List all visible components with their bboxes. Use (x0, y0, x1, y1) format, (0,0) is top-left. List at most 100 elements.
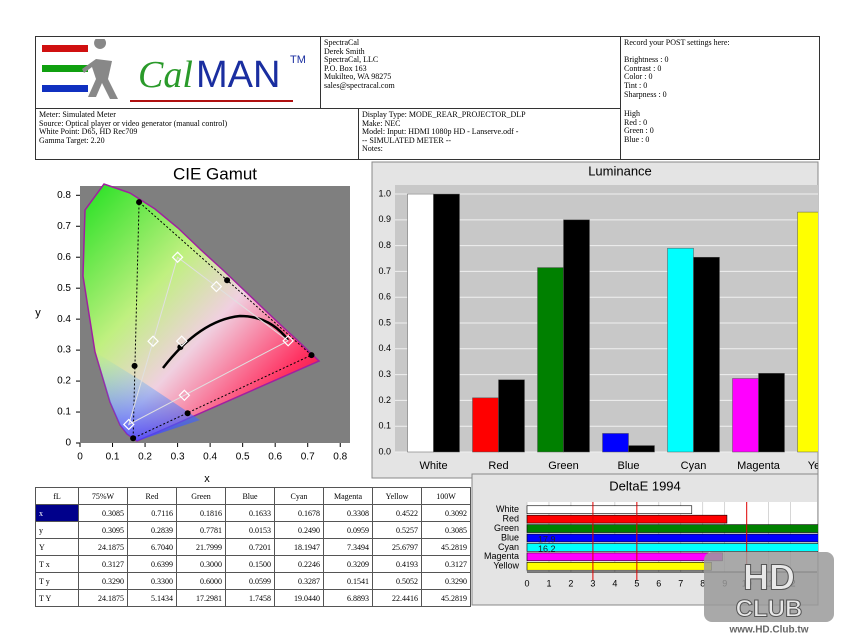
bar (526, 505, 693, 514)
table-cell: 0.1816 (176, 504, 226, 522)
y-tick-label: 0.7 (378, 266, 391, 276)
x-tick-label: Red (488, 460, 508, 472)
target-point (171, 251, 184, 264)
x-tick-label: 7 (678, 578, 683, 588)
measured-point (224, 277, 231, 284)
table-row: T Y 24.1875 5.1434 17.2981 1.7458 19.0440 6.88… (35, 589, 471, 607)
table-cell: 1.7458 (225, 589, 275, 607)
table-row: Y 24.1875 6.7040 21.7999 0.7201 18.1947 7.3494… (35, 538, 471, 556)
measured-point (131, 362, 138, 369)
gamut-triangle (127, 256, 289, 426)
table-cell: 0.3300 (127, 572, 177, 590)
x-tick-label: 0.3 (171, 452, 185, 463)
table-cell: 0.7201 (225, 538, 275, 556)
table-cell: 22.4416 (372, 589, 422, 607)
x-tick-label: Green (548, 460, 579, 472)
table-cell: 0.4522 (372, 504, 422, 522)
table-cell: 0.7781 (176, 521, 226, 539)
bar (667, 247, 694, 453)
table-cell: 0.3290 (421, 572, 471, 590)
bar (498, 379, 525, 453)
meter-line: Meter: Simulated Meter (39, 110, 116, 119)
post-line: Tint : 0 (624, 80, 648, 90)
contact-line: SpectraCal (324, 38, 360, 47)
y-tick-label: 0.5 (57, 283, 71, 294)
x-tick-label: 0 (524, 578, 529, 588)
y-tick-label: White (496, 504, 519, 514)
contact-line: Mukilteo, WA 98275 (324, 72, 392, 82)
table-cell: 0.3095 (78, 521, 128, 539)
x-tick-label: Magenta (737, 460, 781, 472)
gamut-triangle (132, 200, 312, 440)
y-tick-label: 0 (65, 438, 71, 449)
table-cell: 0.4193 (372, 555, 422, 573)
meter-line: White Point: D65, HD Rec709 (39, 127, 138, 137)
table-cell: 0.0599 (225, 572, 275, 590)
y-tick-label: 0.4 (378, 343, 391, 353)
header-cell: Blue (225, 487, 275, 505)
bar (433, 193, 460, 453)
y-tick-label: 0.4 (57, 314, 71, 325)
table-cell: 0.5052 (372, 572, 422, 590)
post-box: Record your POST settings here: Brightnes… (620, 36, 820, 109)
table-cell: 5.1434 (127, 589, 177, 607)
logo-bar (42, 85, 88, 92)
bar (537, 267, 564, 453)
target-point (178, 389, 191, 402)
y-axis-label: y (35, 307, 41, 319)
y-tick-label: 0.1 (378, 421, 391, 431)
table-header-row: fL 75%W Red Green Blue Cyan Magenta Yellow 100W (35, 487, 471, 505)
logo-cal: Cal (138, 54, 193, 96)
table-cell: 0.6399 (127, 555, 177, 573)
table-cell: 0.2490 (274, 521, 324, 539)
table-cell: T x (35, 555, 79, 573)
measured-point (184, 410, 191, 417)
high-line: Blue : 0 (624, 134, 650, 144)
measured-point (136, 199, 143, 206)
high-line: High (624, 109, 640, 118)
table-cell: 0.3290 (78, 572, 128, 590)
header-cell: 100W (421, 487, 471, 505)
x-tick-label: 2 (568, 578, 573, 588)
meter-line: Gamma Target: 2.20 (39, 135, 105, 145)
table-cell: 19.0440 (274, 589, 324, 607)
bar (472, 397, 499, 453)
table-cell: 0.3308 (323, 504, 373, 522)
table-cell: 25.6797 (372, 538, 422, 556)
bar (693, 256, 720, 453)
table-cell: 0.6000 (176, 572, 226, 590)
meter-box: Meter: Simulated Meter Source: Optical pl… (35, 108, 359, 160)
y-tick-label: Green (494, 523, 519, 533)
table-cell: 6.7040 (127, 538, 177, 556)
table-cell: 0.1500 (225, 555, 275, 573)
table-cell: 0.1633 (225, 504, 275, 522)
bar (628, 445, 655, 453)
y-tick-label: 0.3 (57, 345, 71, 356)
x-tick-label: 8 (700, 578, 705, 588)
chart-title: DeltaE 1994 (609, 478, 681, 493)
watermark-bottom: CLUB (736, 595, 803, 622)
x-tick-label: 5 (634, 578, 639, 588)
x-tick-label: White (419, 460, 447, 472)
header-cell: Green (176, 487, 226, 505)
table-cell: 0.2839 (127, 521, 177, 539)
x-tick-label: 3 (590, 578, 595, 588)
y-tick-label: Yellow (493, 561, 519, 571)
bar (526, 543, 818, 552)
contact-line: Derek Smith (324, 46, 365, 56)
logo-tm: TM (290, 54, 306, 66)
table-cell: 18.1947 (274, 538, 324, 556)
bar (758, 373, 785, 453)
display-line: Model: Input: HDMI 1080p HD - Lanserve.o… (362, 127, 519, 137)
table-cell: Y (35, 538, 79, 556)
header-cell: Magenta (323, 487, 373, 505)
bar (526, 524, 818, 533)
contact-box: SpectraCal Derek Smith SpectraCal, LLC P.O.… (320, 36, 621, 109)
chart-title: Luminance (588, 163, 652, 178)
table-cell: 21.7999 (176, 538, 226, 556)
y-tick-label: 0.9 (378, 214, 391, 224)
logo-box: Cal MAN TM (35, 36, 321, 109)
post-line: Contrast : 0 (624, 63, 662, 73)
